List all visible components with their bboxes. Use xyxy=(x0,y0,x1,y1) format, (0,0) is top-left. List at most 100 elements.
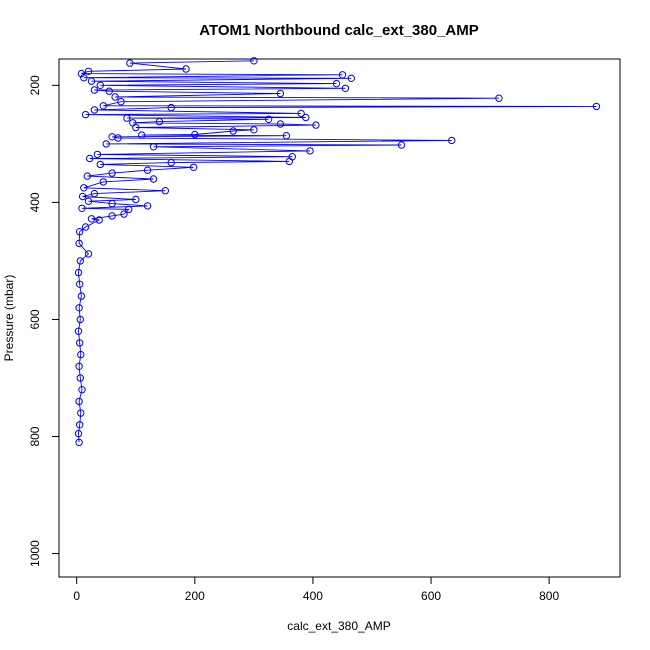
x-tick-label: 800 xyxy=(539,589,559,603)
data-point xyxy=(76,374,85,382)
data-point xyxy=(125,205,133,214)
y-tick-label: 1000 xyxy=(28,540,42,567)
data-point xyxy=(76,257,85,265)
data-point xyxy=(75,397,83,406)
data-point xyxy=(74,429,83,438)
data-point xyxy=(297,109,305,118)
data-point xyxy=(78,204,86,213)
data-point xyxy=(90,189,99,198)
data-point xyxy=(276,120,285,128)
data-point xyxy=(132,195,140,204)
data-point xyxy=(96,160,105,169)
data-point xyxy=(108,169,116,177)
data-point xyxy=(347,74,355,83)
data-point xyxy=(76,421,84,429)
data-series xyxy=(74,57,601,447)
data-point xyxy=(306,147,314,155)
data-point xyxy=(167,103,175,112)
data-point xyxy=(120,210,128,218)
y-axis-label: Pressure (mbar) xyxy=(2,275,16,362)
data-point xyxy=(341,84,350,93)
data-point xyxy=(302,113,310,122)
data-point xyxy=(126,59,134,67)
data-point xyxy=(138,131,146,139)
data-point xyxy=(99,102,108,110)
data-point xyxy=(74,327,83,335)
data-point xyxy=(149,175,158,183)
data-point xyxy=(84,67,93,76)
data-point xyxy=(76,228,84,236)
y-tick-label: 400 xyxy=(28,192,42,212)
data-point xyxy=(495,94,503,102)
data-point xyxy=(78,386,86,394)
data-point xyxy=(80,74,88,82)
data-point xyxy=(448,136,456,145)
data-point xyxy=(285,157,293,166)
data-point xyxy=(81,223,90,231)
y-axis: 200 400 600 800 1000 xyxy=(28,75,59,567)
data-point xyxy=(111,93,119,101)
data-point xyxy=(167,158,175,167)
data-point xyxy=(77,409,85,417)
data-point xyxy=(87,77,96,85)
data-point xyxy=(397,141,406,149)
data-point xyxy=(132,123,140,132)
data-point xyxy=(86,154,94,163)
data-point xyxy=(81,110,90,119)
data-point xyxy=(90,106,99,114)
x-axis-label: calc_ext_380_AMP xyxy=(287,619,390,633)
data-point xyxy=(161,187,170,195)
x-tick-label: 600 xyxy=(421,589,441,603)
data-point xyxy=(75,239,83,248)
data-point xyxy=(117,98,125,106)
data-point xyxy=(75,304,83,312)
data-point xyxy=(276,89,285,98)
data-point xyxy=(592,102,601,111)
data-point xyxy=(264,115,273,124)
y-tick-label: 800 xyxy=(28,426,42,446)
data-point xyxy=(77,292,86,300)
data-point xyxy=(95,216,103,224)
data-point xyxy=(77,350,85,359)
data-point xyxy=(84,250,93,258)
data-point xyxy=(282,132,291,140)
data-point xyxy=(182,65,190,73)
data-point xyxy=(332,79,341,88)
data-point xyxy=(90,86,99,94)
data-point xyxy=(76,280,84,288)
y-tick-label: 200 xyxy=(28,75,42,95)
data-point xyxy=(155,117,164,126)
data-point xyxy=(74,268,83,277)
data-point xyxy=(76,315,85,324)
data-point xyxy=(149,143,158,151)
y-tick-label: 600 xyxy=(28,309,42,329)
data-point xyxy=(108,199,116,208)
data-point xyxy=(312,121,320,129)
data-point xyxy=(87,215,96,223)
plot-frame xyxy=(58,58,621,578)
data-point xyxy=(250,57,258,65)
data-point xyxy=(76,339,84,347)
series-line xyxy=(78,60,597,443)
data-point xyxy=(84,197,93,205)
x-tick-label: 200 xyxy=(185,589,205,603)
data-point xyxy=(108,212,116,220)
x-axis: 0 200 400 600 800 xyxy=(73,577,559,603)
x-tick-label: 400 xyxy=(303,589,323,603)
data-point xyxy=(114,134,122,142)
data-point xyxy=(191,130,199,139)
data-point xyxy=(143,166,152,174)
data-point xyxy=(229,127,237,135)
data-point xyxy=(250,126,258,134)
data-point xyxy=(143,202,152,210)
data-point xyxy=(189,163,198,172)
data-point xyxy=(75,362,83,370)
data-point xyxy=(105,87,113,95)
data-point xyxy=(80,184,88,192)
x-tick-label: 0 xyxy=(73,589,80,603)
data-point xyxy=(78,192,87,201)
data-point xyxy=(93,150,102,159)
data-point xyxy=(123,114,131,122)
data-point xyxy=(338,71,347,79)
